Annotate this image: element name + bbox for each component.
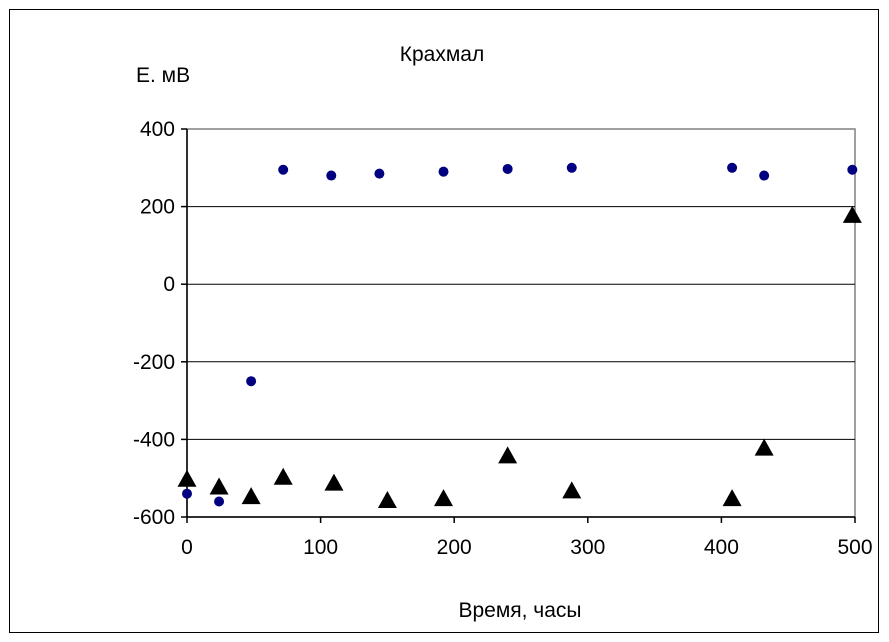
- data-point-triangle: [722, 489, 742, 507]
- data-point-triangle: [273, 467, 293, 485]
- data-point-circle: [759, 170, 770, 181]
- y-tick-label: 0: [163, 273, 175, 296]
- y-tick-label: 200: [140, 196, 175, 219]
- y-tick-label: -200: [133, 351, 175, 374]
- data-point-circle: [246, 376, 257, 387]
- x-tick-label: 500: [837, 536, 872, 559]
- data-point-circle: [278, 164, 289, 175]
- data-point-circle: [326, 170, 337, 181]
- data-point-triangle: [177, 469, 197, 487]
- data-point-triangle: [377, 491, 397, 509]
- y-tick-label: -600: [133, 506, 175, 529]
- data-point-circle: [182, 488, 192, 499]
- data-point-triangle: [434, 489, 454, 507]
- data-point-triangle: [209, 477, 229, 495]
- x-tick-label: 200: [437, 536, 472, 559]
- x-tick-label: 100: [303, 536, 338, 559]
- x-tick-label: 0: [181, 536, 193, 559]
- plot-area: 400 200 0 -200 -400 -600 0 100 200 300 400 500: [133, 118, 873, 559]
- y-tick-label: 400: [140, 118, 175, 141]
- data-point-circle: [727, 162, 738, 173]
- data-point-circle: [566, 162, 577, 173]
- x-axis-label: Время, часы: [458, 599, 581, 622]
- plot-border: [186, 128, 856, 518]
- data-point-triangle: [562, 481, 582, 499]
- data-point-triangle: [324, 473, 344, 491]
- data-point-triangle: [754, 438, 774, 456]
- data-point-circle: [374, 168, 385, 179]
- y-tick-label: -400: [133, 428, 175, 451]
- x-tick-label: 300: [570, 536, 605, 559]
- data-point-circle: [214, 496, 225, 507]
- data-point-circle: [438, 166, 449, 177]
- data-point-triangle: [842, 205, 862, 223]
- chart-title: Крахмал: [400, 43, 484, 66]
- y-axis-label: Е. мВ: [136, 64, 190, 87]
- data-point-circle: [847, 164, 858, 175]
- data-point-triangle: [241, 487, 261, 505]
- data-point-triangle: [498, 446, 518, 464]
- data-point-circle: [502, 163, 513, 174]
- x-tick-label: 400: [704, 536, 739, 559]
